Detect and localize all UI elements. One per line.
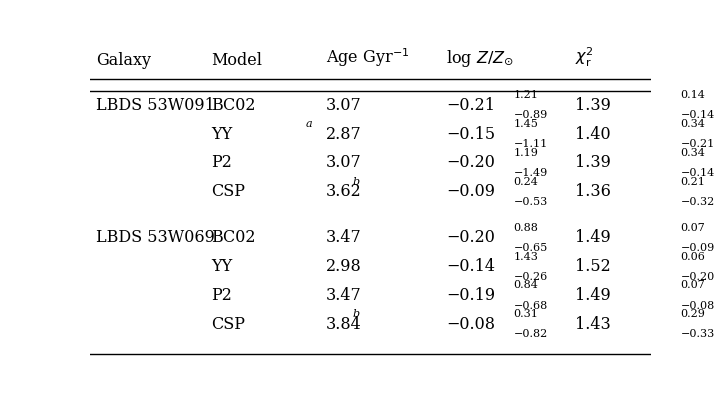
- Text: −0.82: −0.82: [513, 329, 548, 339]
- Text: −0.68: −0.68: [513, 300, 548, 311]
- Text: −0.08: −0.08: [446, 316, 495, 333]
- Text: 1.21: 1.21: [513, 90, 539, 100]
- Text: 3.47: 3.47: [325, 287, 362, 304]
- Text: b: b: [352, 177, 359, 187]
- Text: −0.19: −0.19: [446, 287, 495, 304]
- Text: 1.49: 1.49: [575, 287, 611, 304]
- Text: 2.87: 2.87: [325, 126, 362, 142]
- Text: BC02: BC02: [211, 97, 255, 114]
- Text: 3.07: 3.07: [325, 97, 362, 114]
- Text: −1.49: −1.49: [513, 168, 548, 178]
- Text: −0.53: −0.53: [513, 197, 548, 207]
- Text: 0.88: 0.88: [513, 223, 539, 233]
- Text: LBDS 53W069: LBDS 53W069: [96, 229, 215, 246]
- Text: −0.20: −0.20: [446, 229, 495, 246]
- Text: −0.14: −0.14: [446, 258, 495, 275]
- Text: 0.29: 0.29: [680, 309, 705, 319]
- Text: −1.11: −1.11: [513, 139, 548, 149]
- Text: −0.15: −0.15: [446, 126, 495, 142]
- Text: −0.20: −0.20: [446, 154, 495, 171]
- Text: 2.98: 2.98: [325, 258, 362, 275]
- Text: 1.36: 1.36: [575, 183, 611, 200]
- Text: 0.21: 0.21: [680, 177, 705, 187]
- Text: −0.21: −0.21: [680, 139, 714, 149]
- Text: −0.09: −0.09: [446, 183, 495, 200]
- Text: 0.24: 0.24: [513, 177, 539, 187]
- Text: LBDS 53W091: LBDS 53W091: [96, 97, 215, 114]
- Text: 0.84: 0.84: [513, 280, 539, 291]
- Text: 3.47: 3.47: [325, 229, 362, 246]
- Text: log $Z/Z_{\odot}$: log $Z/Z_{\odot}$: [446, 48, 514, 69]
- Text: 3.84: 3.84: [325, 316, 362, 333]
- Text: −0.08: −0.08: [680, 300, 714, 311]
- Text: YY: YY: [211, 258, 232, 275]
- Text: −0.26: −0.26: [513, 272, 548, 282]
- Text: −0.89: −0.89: [513, 110, 548, 120]
- Text: 0.07: 0.07: [680, 223, 705, 233]
- Text: YY: YY: [211, 126, 232, 142]
- Text: 1.49: 1.49: [575, 229, 611, 246]
- Text: 0.34: 0.34: [680, 119, 705, 129]
- Text: $\chi^2_{\rm r}$: $\chi^2_{\rm r}$: [575, 46, 594, 69]
- Text: 1.40: 1.40: [575, 126, 611, 142]
- Text: 1.39: 1.39: [575, 154, 611, 171]
- Text: BC02: BC02: [211, 229, 255, 246]
- Text: Age Gyr$^{-1}$: Age Gyr$^{-1}$: [325, 46, 409, 69]
- Text: 0.34: 0.34: [680, 148, 705, 158]
- Text: −0.65: −0.65: [513, 243, 548, 253]
- Text: −0.33: −0.33: [680, 329, 714, 339]
- Text: 1.19: 1.19: [513, 148, 539, 158]
- Text: −0.20: −0.20: [680, 272, 714, 282]
- Text: −0.21: −0.21: [446, 97, 495, 114]
- Text: 0.31: 0.31: [513, 309, 539, 319]
- Text: P2: P2: [211, 287, 231, 304]
- Text: 3.07: 3.07: [325, 154, 362, 171]
- Text: −0.14: −0.14: [680, 110, 714, 120]
- Text: −0.09: −0.09: [680, 243, 714, 253]
- Text: Model: Model: [211, 52, 262, 69]
- Text: 0.14: 0.14: [680, 90, 705, 100]
- Text: P2: P2: [211, 154, 231, 171]
- Text: 3.62: 3.62: [325, 183, 362, 200]
- Text: CSP: CSP: [211, 183, 245, 200]
- Text: 1.43: 1.43: [575, 316, 611, 333]
- Text: 0.07: 0.07: [680, 280, 705, 291]
- Text: 1.52: 1.52: [575, 258, 611, 275]
- Text: −0.14: −0.14: [680, 168, 714, 178]
- Text: CSP: CSP: [211, 316, 245, 333]
- Text: b: b: [352, 309, 359, 319]
- Text: 1.39: 1.39: [575, 97, 611, 114]
- Text: −0.32: −0.32: [680, 197, 714, 207]
- Text: a: a: [306, 119, 312, 129]
- Text: 1.43: 1.43: [513, 252, 539, 262]
- Text: 0.06: 0.06: [680, 252, 705, 262]
- Text: Galaxy: Galaxy: [96, 52, 151, 69]
- Text: 1.45: 1.45: [513, 119, 539, 129]
